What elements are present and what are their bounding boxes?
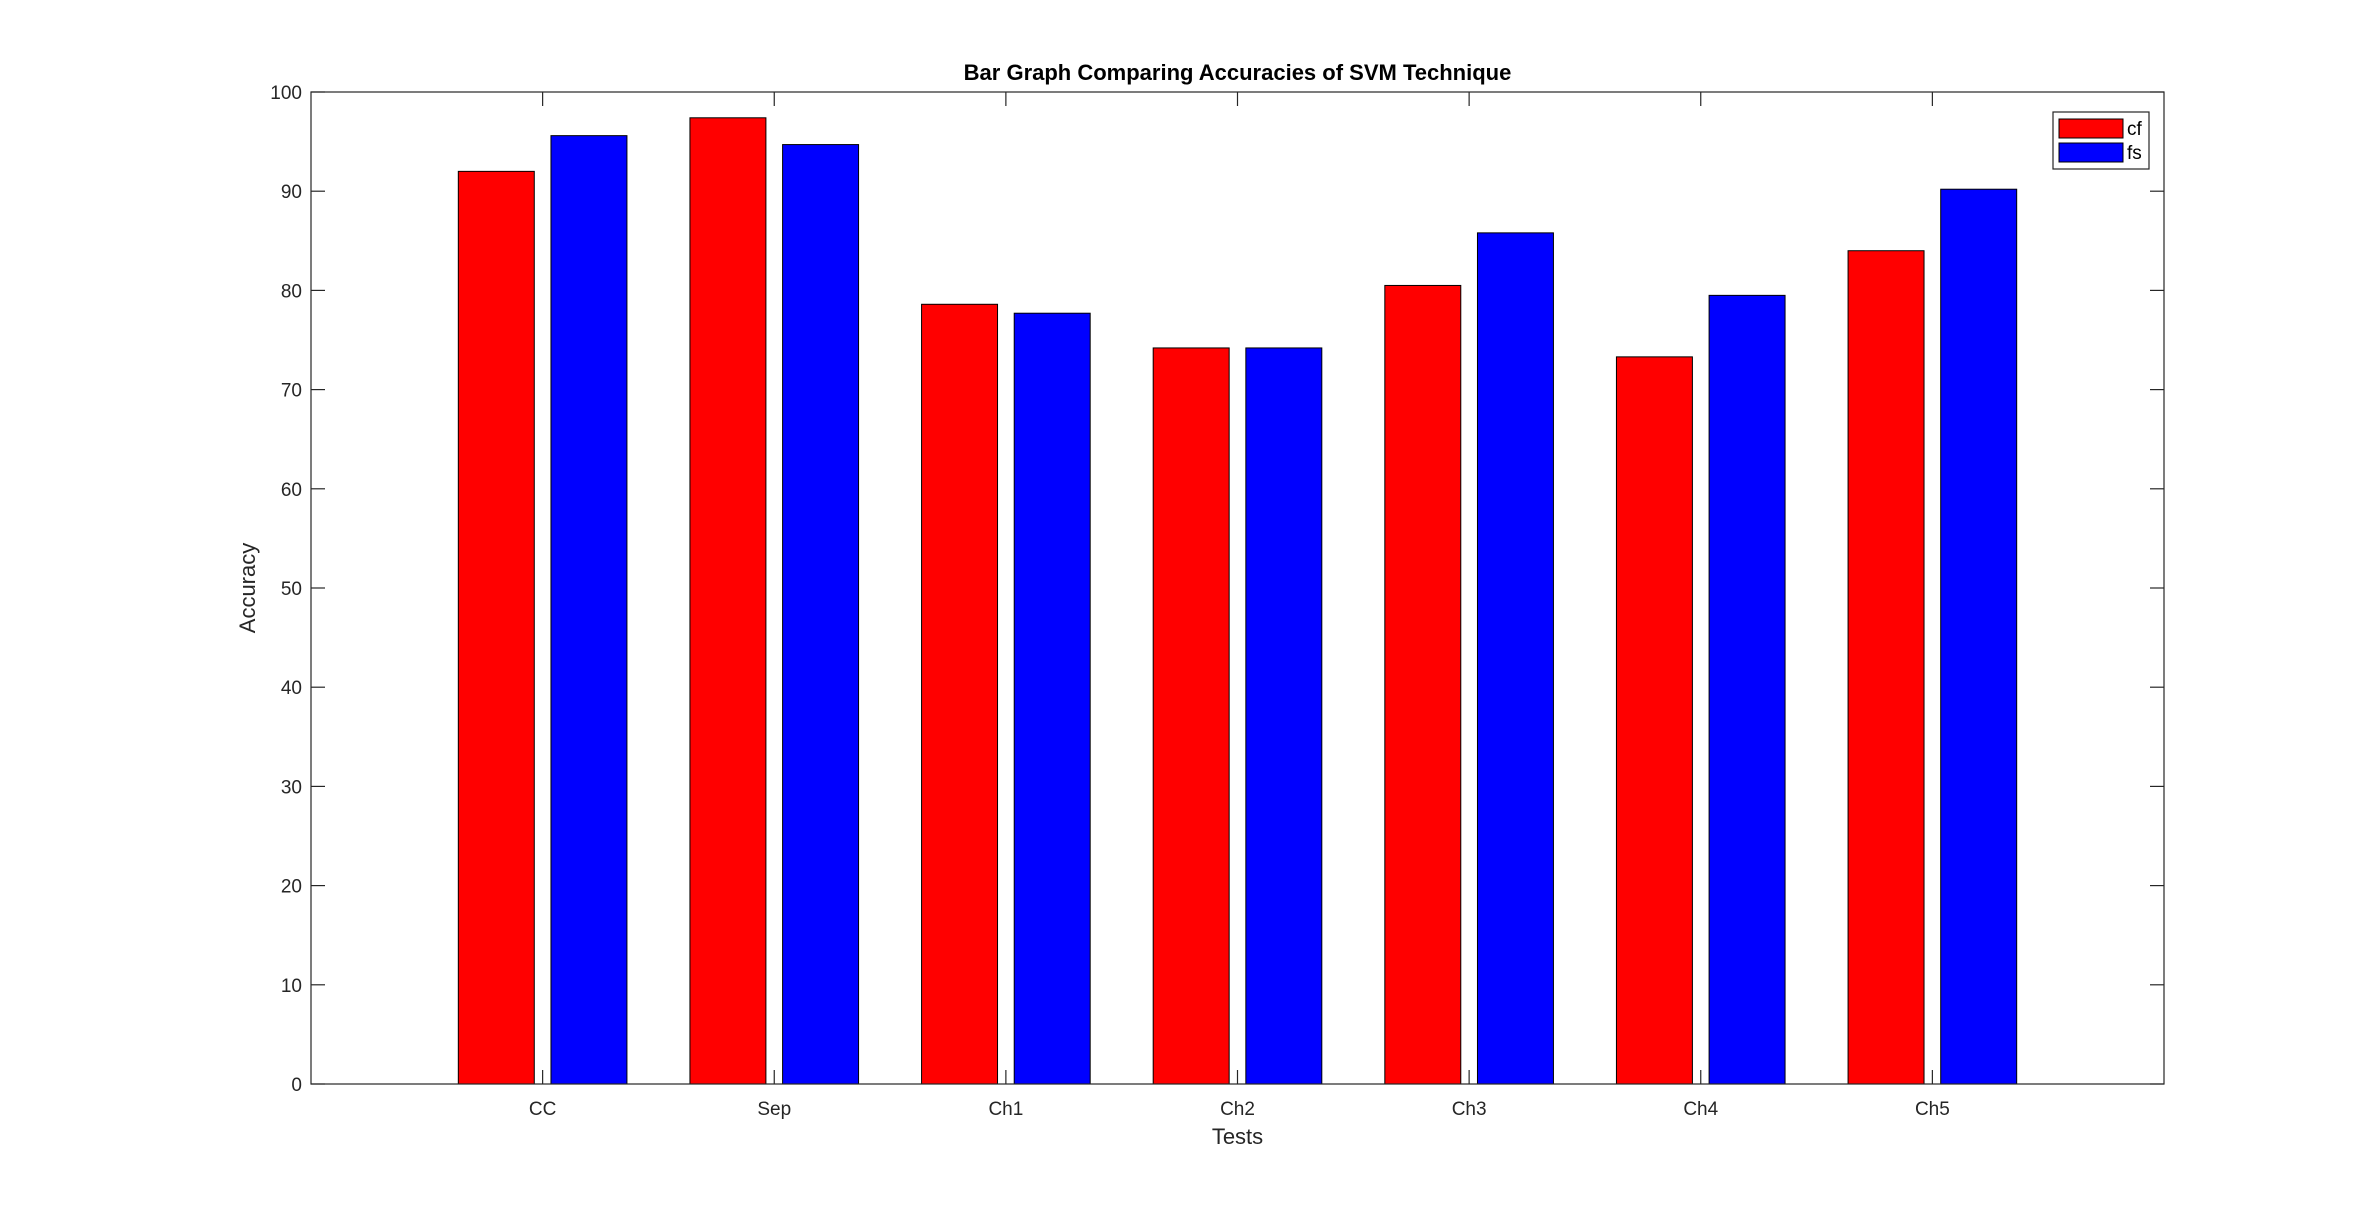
y-tick-label: 20 <box>281 877 302 898</box>
plot-area: 0 10 20 30 40 50 60 70 80 90 100 CC Sep Ch1 Ch2 Ch3 Ch4 C… <box>270 83 2165 1120</box>
x-axis-label: Tests <box>1212 1124 1263 1149</box>
chart-title: Bar Graph Comparing Accuracies of SVM Te… <box>964 60 1512 85</box>
x-tick-label: Ch4 <box>1683 1099 1718 1120</box>
bar-fs-ch3 <box>1476 232 1554 1085</box>
bar-fs-cc <box>550 135 628 1085</box>
y-tick-label: 60 <box>281 480 302 501</box>
y-axis-label: Accuracy <box>235 543 260 633</box>
bar-fs-sep <box>782 144 860 1085</box>
x-tick-label: Ch1 <box>988 1099 1023 1120</box>
bar-cf-ch1 <box>921 303 999 1085</box>
x-tick-label: Ch5 <box>1915 1099 1950 1120</box>
legend: cf fs <box>2052 111 2150 170</box>
x-tick-label: CC <box>529 1099 556 1120</box>
y-tick-label: 10 <box>281 976 302 997</box>
legend-label-fs: fs <box>2127 143 2142 164</box>
bar-cf-ch5 <box>1847 250 1925 1085</box>
y-tick-label: 50 <box>281 579 302 600</box>
bar-fs-ch2 <box>1245 347 1323 1085</box>
y-tick-label: 90 <box>281 182 302 203</box>
y-tick-label: 40 <box>281 678 302 699</box>
bar-cf-cc <box>457 170 535 1085</box>
bar-cf-ch4 <box>1615 356 1693 1085</box>
bar-fs-ch5 <box>1940 188 2018 1085</box>
y-tick-label: 70 <box>281 381 302 402</box>
legend-swatch-cf <box>2058 118 2124 139</box>
y-tick-label: 30 <box>281 777 302 798</box>
y-tick-label: 0 <box>291 1075 302 1096</box>
bar-cf-ch2 <box>1152 347 1230 1085</box>
bar-cf-ch3 <box>1384 284 1462 1085</box>
x-tick-label: Ch3 <box>1452 1099 1487 1120</box>
bar-cf-sep <box>689 117 767 1085</box>
x-tick-label: Sep <box>757 1099 791 1120</box>
y-tick-label: 100 <box>270 83 302 104</box>
legend-label-cf: cf <box>2127 119 2143 140</box>
legend-swatch-fs <box>2058 142 2124 163</box>
y-tick-label: 80 <box>281 281 302 302</box>
bar-fs-ch4 <box>1708 294 1786 1085</box>
bar-fs-ch1 <box>1013 312 1091 1085</box>
x-tick-label: Ch2 <box>1220 1099 1255 1120</box>
